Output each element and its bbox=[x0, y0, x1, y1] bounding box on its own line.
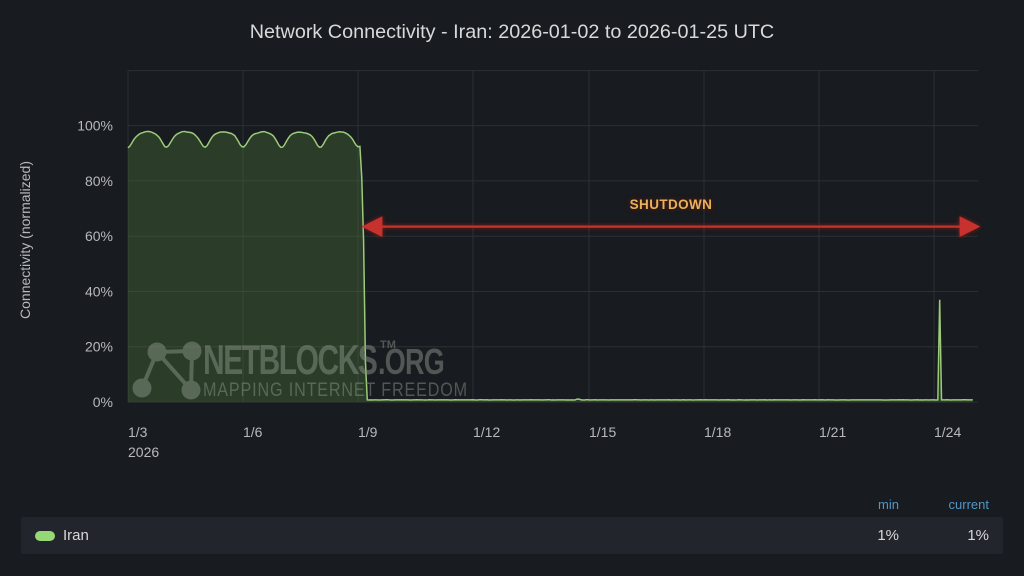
svg-text:NETBLOCKS: NETBLOCKS bbox=[203, 336, 377, 383]
svg-text:1/9: 1/9 bbox=[358, 424, 378, 440]
svg-text:1/24: 1/24 bbox=[934, 424, 961, 440]
svg-text:2026: 2026 bbox=[128, 444, 159, 460]
svg-text:1/12: 1/12 bbox=[473, 424, 500, 440]
svg-text:SHUTDOWN: SHUTDOWN bbox=[630, 197, 713, 212]
svg-text:MAPPING INTERNET FREEDOM: MAPPING INTERNET FREEDOM bbox=[203, 379, 468, 401]
svg-text:80%: 80% bbox=[85, 173, 113, 189]
svg-text:60%: 60% bbox=[85, 228, 113, 244]
svg-text:.ORG: .ORG bbox=[378, 341, 444, 382]
svg-text:20%: 20% bbox=[85, 339, 113, 355]
svg-text:0%: 0% bbox=[93, 394, 113, 410]
svg-text:Connectivity (normalized): Connectivity (normalized) bbox=[17, 161, 33, 319]
svg-text:40%: 40% bbox=[85, 283, 113, 299]
svg-text:1/15: 1/15 bbox=[589, 424, 616, 440]
svg-text:1/21: 1/21 bbox=[819, 424, 846, 440]
svg-text:1/18: 1/18 bbox=[704, 424, 731, 440]
svg-text:1/3: 1/3 bbox=[128, 424, 148, 440]
svg-text:100%: 100% bbox=[77, 118, 113, 134]
svg-text:1/6: 1/6 bbox=[243, 424, 263, 440]
